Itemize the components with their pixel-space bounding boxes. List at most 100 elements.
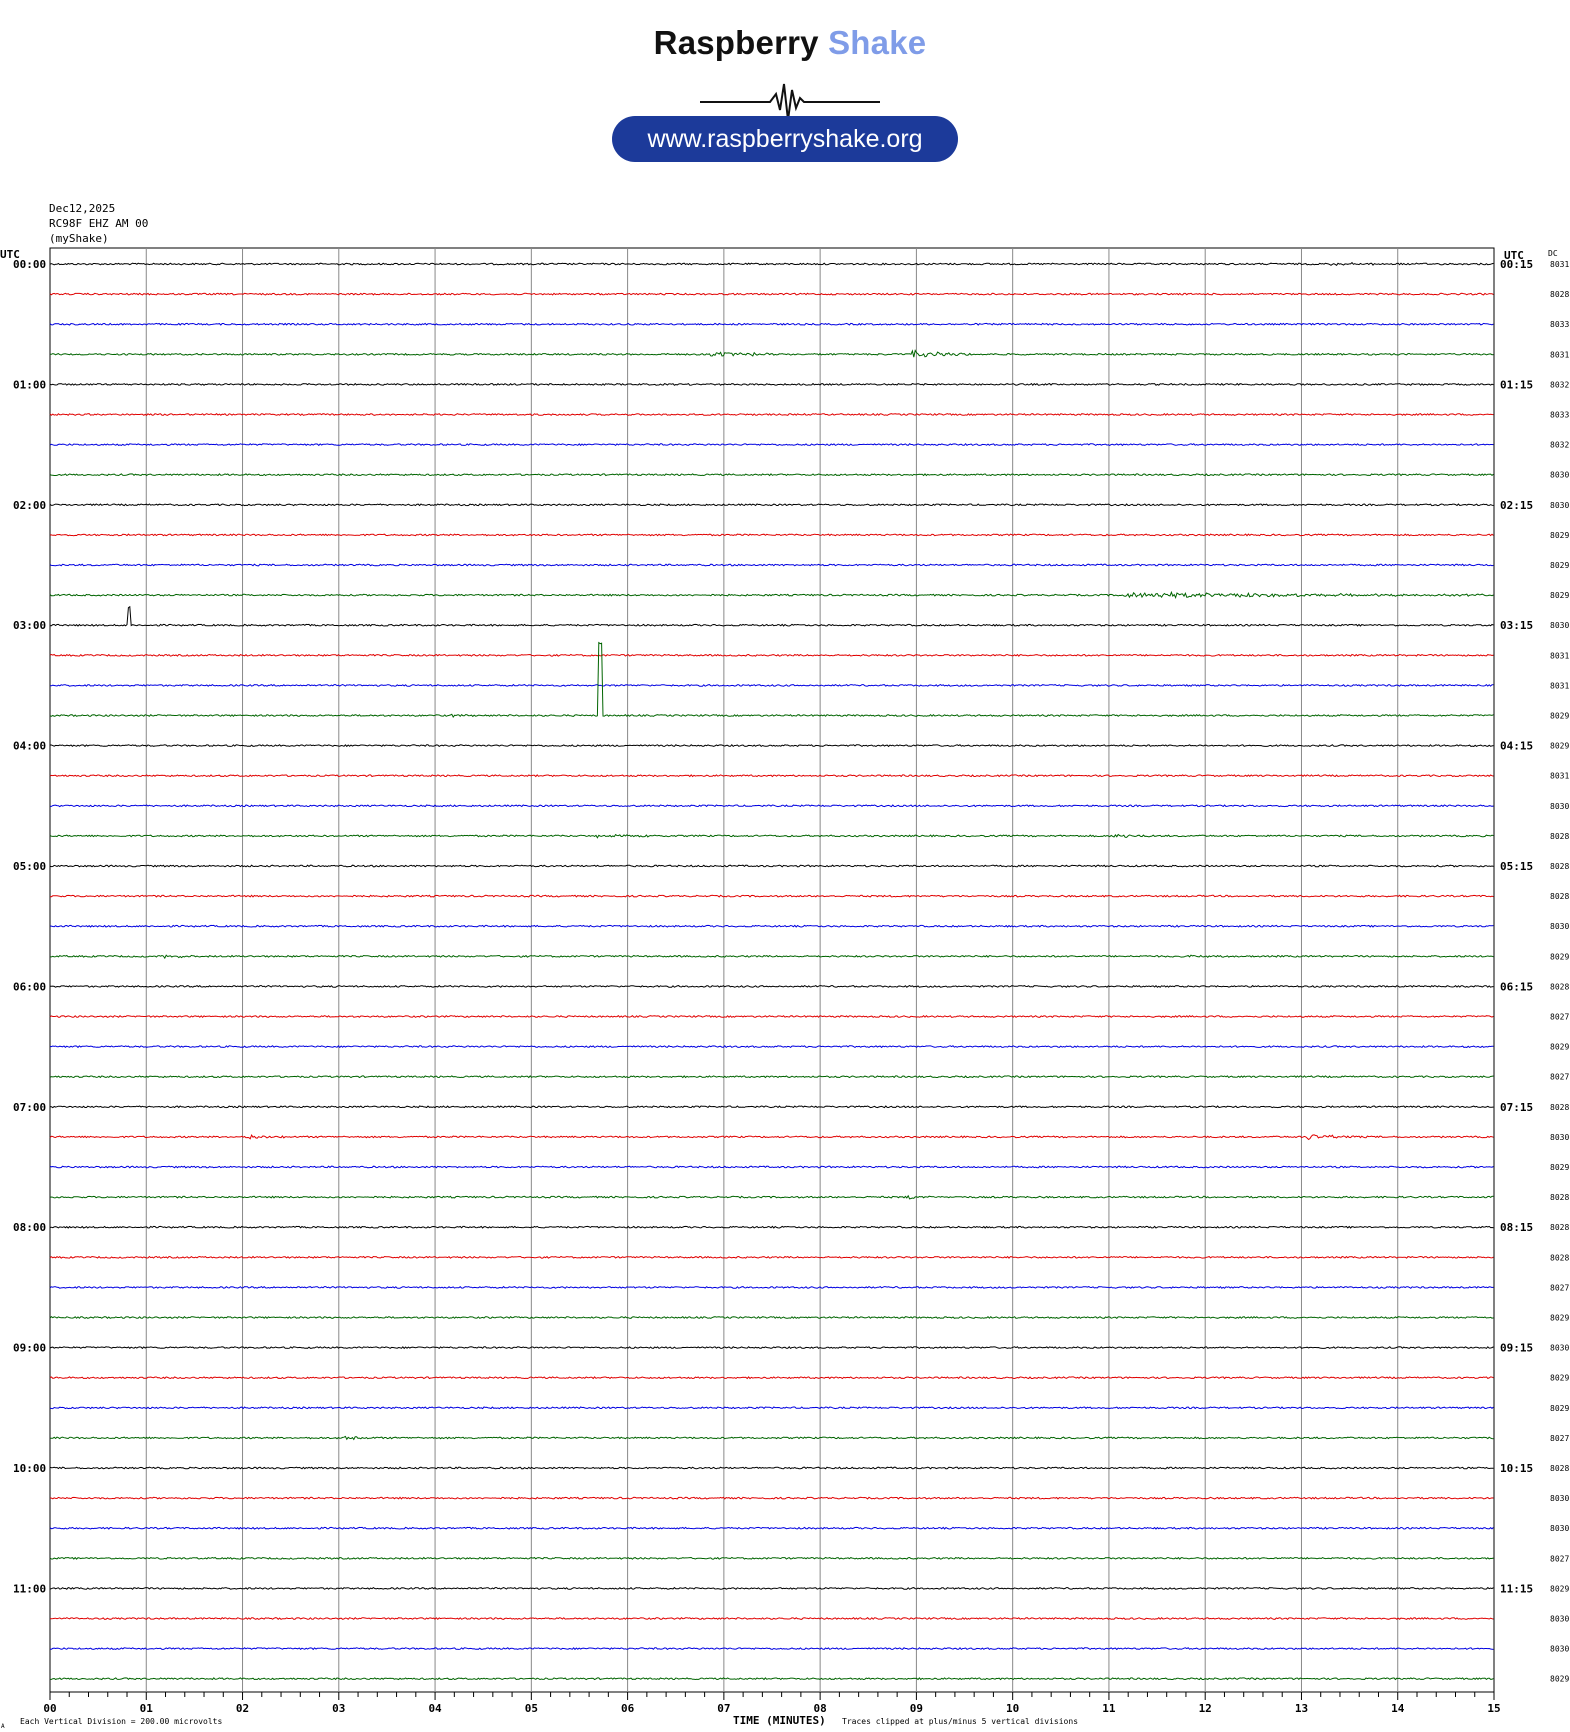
trace-line — [49, 1105, 1494, 1109]
dc-offset-label: 8030 — [1550, 922, 1569, 931]
trace-line — [49, 1346, 1494, 1350]
trace-group — [49, 261, 1494, 1681]
trace-line — [49, 833, 1494, 839]
dc-offset-label: 8029 — [1550, 742, 1569, 751]
website-url-badge[interactable]: www.raspberryshake.org — [612, 116, 958, 162]
hour-label-left: 09:00 — [13, 1342, 46, 1355]
dc-offset-label: 8030 — [1550, 1524, 1569, 1533]
dc-offset-label: 8027 — [1550, 1073, 1569, 1082]
hour-label-right: 02:15 — [1500, 499, 1533, 512]
trace-line — [50, 1616, 1494, 1621]
trace-line — [49, 261, 1494, 266]
dc-offset-label: 8030 — [1550, 621, 1569, 630]
x-tick-label: 13 — [1295, 1702, 1308, 1715]
network-name: (myShake) — [49, 232, 109, 245]
dc-offset-label: 8028 — [1550, 862, 1569, 871]
dc-offset-label: 8030 — [1550, 1615, 1569, 1624]
trace-line — [49, 412, 1494, 416]
dc-offset-label: 8030 — [1550, 802, 1569, 811]
hour-label-right: 01:15 — [1500, 378, 1533, 391]
dc-offset-label: 8029 — [1550, 591, 1569, 600]
trace-line — [49, 1315, 1494, 1320]
hour-label-left: 03:00 — [13, 619, 46, 632]
trace-line — [49, 1677, 1494, 1681]
x-tick-label: 07 — [717, 1702, 730, 1715]
trace-line — [49, 1194, 1494, 1200]
dc-offset-label: 8033 — [1550, 411, 1569, 420]
hour-label-left: 00:00 — [13, 258, 46, 271]
trace-line — [49, 292, 1494, 296]
hour-label-left: 02:00 — [13, 499, 46, 512]
trace-line — [50, 954, 1494, 960]
trace-line — [49, 590, 1494, 599]
dc-offset-label: 8028 — [1550, 1103, 1569, 1112]
corner-mark: A — [1, 1723, 5, 1730]
hour-label-right: 00:15 — [1500, 258, 1533, 271]
hour-label-left: 07:00 — [13, 1101, 46, 1114]
x-tick-label: 05 — [525, 1702, 538, 1715]
hour-label-left: 08:00 — [13, 1221, 46, 1234]
trace-line — [49, 1165, 1494, 1169]
dc-offset-label: 8027 — [1550, 1434, 1569, 1443]
dc-offset-label: 8029 — [1550, 952, 1569, 961]
dc-offset-label: 8030 — [1550, 501, 1569, 510]
dc-offset-label: 8031 — [1550, 681, 1569, 690]
trace-line — [49, 641, 1494, 719]
trace-line — [49, 605, 1494, 627]
hour-label-right: 11:15 — [1500, 1582, 1533, 1595]
x-tick-label: 14 — [1391, 1702, 1405, 1715]
trace-line — [49, 1045, 1494, 1049]
hour-label-right: 03:15 — [1500, 619, 1533, 632]
trace-line — [49, 1586, 1494, 1590]
trace-line — [49, 1526, 1494, 1530]
trace-line — [49, 653, 1494, 657]
brand-word-shake: Shake — [828, 24, 927, 61]
dc-offset-label: 8027 — [1550, 1554, 1569, 1563]
dc-offset-label: 8031 — [1550, 651, 1569, 660]
hour-label-left: 10:00 — [13, 1462, 46, 1475]
hour-label-right: 06:15 — [1500, 980, 1533, 993]
dc-offset-label: 8029 — [1550, 712, 1569, 721]
trace-line — [49, 1014, 1494, 1019]
trace-line — [49, 774, 1494, 778]
dc-offset-label: 8029 — [1550, 1404, 1569, 1413]
trace-line — [49, 563, 1494, 567]
dc-offset-label: 8028 — [1550, 1464, 1569, 1473]
dc-offset-label: 8028 — [1550, 290, 1569, 299]
x-tick-label: 03 — [332, 1702, 345, 1715]
hour-label-right: 05:15 — [1500, 860, 1533, 873]
plot-frame — [49, 247, 1495, 1693]
scale-footnote: Each Vertical Division = 200.00 microvol… — [20, 1717, 222, 1726]
trace-line — [49, 1496, 1494, 1500]
x-tick-label: 06 — [621, 1702, 635, 1715]
x-tick-label: 08 — [814, 1702, 827, 1715]
dc-offset-label: 8030 — [1550, 1645, 1569, 1654]
raspberry-shake-logo: Raspberry Shake www.raspberryshake.org — [600, 20, 980, 170]
plot-grid — [49, 247, 1495, 1693]
dc-offset-label: 8032 — [1550, 441, 1569, 450]
trace-line — [50, 1647, 1494, 1651]
dc-offset-label: 8028 — [1550, 1193, 1569, 1202]
dc-offset-label: 8033 — [1550, 320, 1569, 329]
dc-offset-label: 8028 — [1550, 982, 1569, 991]
trace-line — [49, 1285, 1494, 1289]
hour-label-left: 01:00 — [13, 378, 46, 391]
hour-label-left: 11:00 — [13, 1582, 46, 1595]
dc-offset-label: 8029 — [1550, 1043, 1569, 1052]
dc-offset-label: 8030 — [1550, 1344, 1569, 1353]
hour-label-right: 08:15 — [1500, 1221, 1533, 1234]
trace-line — [49, 683, 1494, 687]
trace-line — [49, 984, 1494, 988]
dc-offset-label: 8030 — [1550, 1494, 1569, 1503]
trace-line — [49, 1556, 1494, 1560]
trace-line — [50, 1435, 1494, 1441]
left-axis-header: UTC — [0, 248, 20, 261]
dc-offset-label: 8029 — [1550, 1163, 1569, 1172]
trace-line — [49, 1466, 1494, 1470]
x-tick-label: 00 — [43, 1702, 56, 1715]
dc-offset-label: 8029 — [1550, 1374, 1569, 1383]
trace-line — [49, 1075, 1494, 1079]
trace-line — [49, 443, 1494, 447]
dc-offset-label: 8028 — [1550, 1223, 1569, 1232]
